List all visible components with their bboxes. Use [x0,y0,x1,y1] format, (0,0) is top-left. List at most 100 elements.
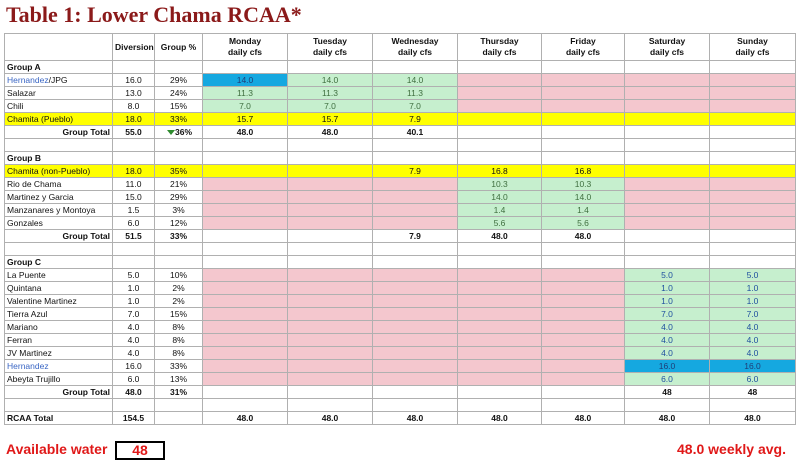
cell-friday: 48.0 [541,229,625,243]
cell-monday-selected[interactable]: 14.0 [202,73,288,87]
group-pct-value: 3% [154,203,203,217]
cell [541,242,625,256]
cell-sunday: 1.0 [709,281,796,295]
cell-tuesday [287,294,373,308]
cell [154,138,203,152]
cell [624,242,710,256]
header-unit-label: daily cfs [312,47,348,57]
cell-friday: 48.0 [541,411,625,425]
cell-wednesday: 11.3 [372,86,458,100]
diversion-value: 11.0 [112,177,155,191]
cell-tuesday [287,177,373,191]
cell [154,398,203,412]
header-friday: Friday daily cfs [541,33,625,61]
cell-saturday [624,73,710,87]
cell [4,138,113,152]
cell-tuesday [287,359,373,373]
cell [624,60,710,74]
cell [541,398,625,412]
cell [4,398,113,412]
group-pct-value: 21% [154,177,203,191]
cell-sunday: 4.0 [709,320,796,334]
diverter-name: Chamita (non-Pueblo) [4,164,113,178]
table-row: Salazar 13.0 24% 11.3 11.3 11.3 [4,86,796,100]
cell-sunday [709,112,796,126]
group-label-row: Group C [4,255,796,269]
cell [4,242,113,256]
cell-sunday [709,177,796,191]
table-row: JV Martinez 4.0 8% 4.0 4.0 [4,346,796,360]
table-row: Abeyta Trujillo 6.0 13% 6.0 6.0 [4,372,796,386]
cell [709,242,796,256]
cell [287,60,373,74]
diversion-value: 6.0 [112,216,155,230]
cell-tuesday [287,281,373,295]
diversion-value: 6.0 [112,372,155,386]
table-row-highlighted: Chamita (Pueblo) 18.0 33% 15.7 15.7 7.9 [4,112,796,126]
diversion-value: 15.0 [112,190,155,204]
cell-saturday: 6.0 [624,372,710,386]
cell-monday [202,333,288,347]
cell-thursday: 14.0 [457,190,542,204]
available-water-input[interactable]: 48 [115,441,165,460]
table-row: Mariano 4.0 8% 4.0 4.0 [4,320,796,334]
table-row: Ferran 4.0 8% 4.0 4.0 [4,333,796,347]
table-title: Table 1: Lower Chama RCAA* [6,2,302,27]
cell [624,255,710,269]
cell-tuesday: 11.3 [287,86,373,100]
cell-thursday: 48.0 [457,229,542,243]
cell-tuesday [287,164,373,178]
header-diversion: Diversion [112,33,155,61]
group-total-row: Group Total 51.5 33% 7.9 48.0 48.0 [4,229,796,243]
cell [287,138,373,152]
diverter-link[interactable]: Hernandez [7,361,49,371]
header-unit-label: daily cfs [397,47,433,57]
cell-sunday: 4.0 [709,333,796,347]
cell-tuesday: 48.0 [287,411,373,425]
table-row: Hernandez/JPG 16.0 29% 14.0 14.0 14.0 [4,73,796,87]
diversion-value: 5.0 [112,268,155,282]
cell-thursday: 5.6 [457,216,542,230]
cell-sunday [709,86,796,100]
cell-saturday [624,177,710,191]
cell-tuesday: 15.7 [287,112,373,126]
cell-sunday: 48 [709,385,796,399]
group-pct-value: 35% [154,164,203,178]
table-row: Martinez y Garcia 15.0 29% 14.0 14.0 [4,190,796,204]
spacer-row [4,138,796,152]
cell-wednesday [372,268,458,282]
group-pct-value: 29% [154,190,203,204]
header-day-label: Tuesday [313,36,347,46]
group-total-label: Group Total [4,229,113,243]
diversion-value: 8.0 [112,99,155,113]
cell-saturday-selected[interactable]: 16.0 [624,359,710,373]
cell-thursday [457,320,542,334]
cell-friday [541,99,625,113]
allocation-table: Diversion Group % Monday daily cfs Tuesda… [4,33,796,425]
cell-monday [202,372,288,386]
cell-sunday-selected[interactable]: 16.0 [709,359,796,373]
cell-monday: 15.7 [202,112,288,126]
group-pct-value: 24% [154,86,203,100]
available-water-label: Available water [6,441,108,457]
cell-monday [202,307,288,321]
cell-monday: 48.0 [202,411,288,425]
diverter-name: Chili [4,99,113,113]
cell-tuesday: 48.0 [287,125,373,139]
cell-friday: 10.3 [541,177,625,191]
cell-friday [541,307,625,321]
cell-wednesday: 7.9 [372,112,458,126]
cell-saturday: 1.0 [624,281,710,295]
cell-tuesday [287,333,373,347]
header-unit-label: daily cfs [565,47,601,57]
diverter-link[interactable]: Hernandez [7,75,49,85]
diversion-value: 18.0 [112,112,155,126]
cell-friday [541,86,625,100]
cell [541,60,625,74]
cell [287,255,373,269]
header-thursday: Thursday daily cfs [457,33,542,61]
cell-monday [202,268,288,282]
cell-saturday [624,216,710,230]
cell-monday [202,359,288,373]
cell-monday: 48.0 [202,125,288,139]
